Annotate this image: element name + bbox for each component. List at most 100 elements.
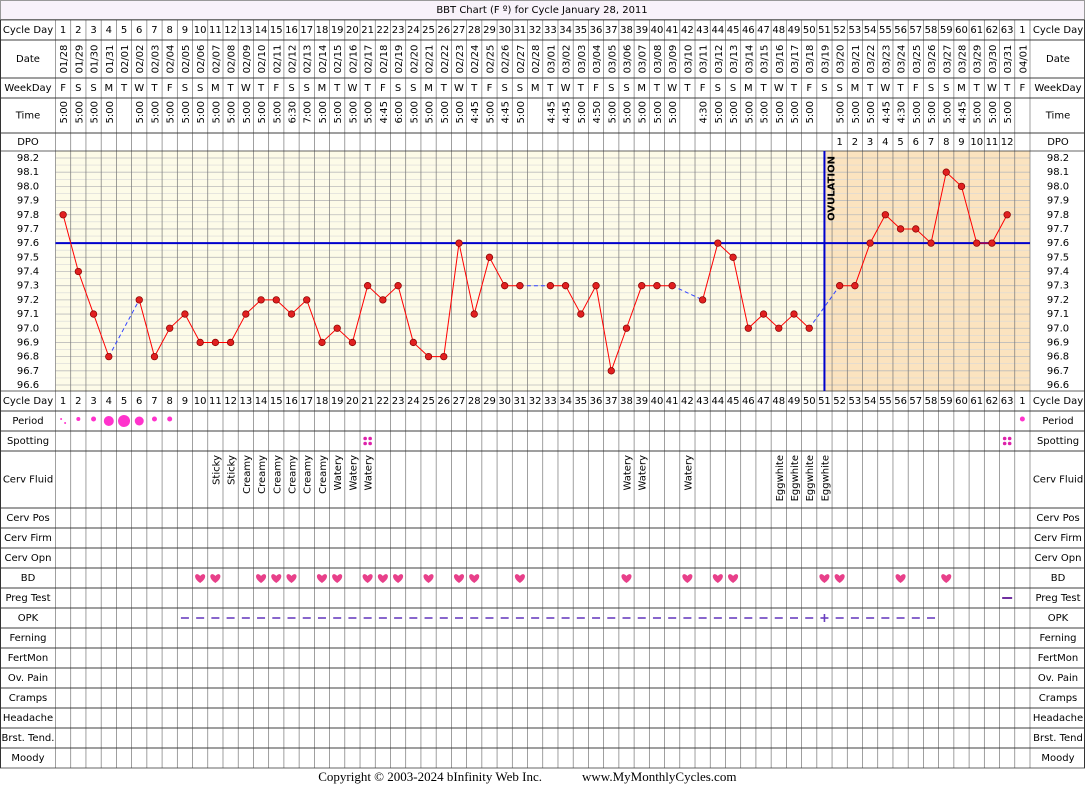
- temperature-point: [881, 211, 889, 219]
- time: 5:00: [150, 101, 161, 123]
- period-icon: [103, 416, 114, 426]
- gap-bridge: [671, 285, 703, 301]
- cycle-day: 1: [60, 25, 66, 36]
- time: 5:00: [836, 101, 847, 123]
- time: 5:00: [425, 101, 436, 123]
- temperature-point: [546, 282, 555, 290]
- temperature-point: [866, 239, 874, 247]
- time: 5:00: [942, 101, 953, 123]
- cerv-fluid: Creamy: [242, 455, 253, 494]
- temperature-point: [424, 352, 433, 361]
- temperature-point: [805, 324, 813, 332]
- cycle-day: 10: [194, 25, 207, 36]
- row-label-right: Period: [1042, 416, 1073, 427]
- weekday: M: [424, 83, 433, 94]
- time: 5:00: [135, 101, 146, 123]
- weekday: T: [759, 83, 767, 94]
- cycle-day: 11: [209, 396, 222, 407]
- y-tick-label: 98.2: [17, 153, 39, 164]
- cycle-day: 40: [651, 25, 664, 36]
- temperature-point: [89, 310, 98, 318]
- weekday: T: [897, 83, 905, 94]
- time: 5:00: [775, 101, 786, 123]
- row-label: Date: [16, 54, 40, 65]
- row-label: Ferning: [9, 633, 46, 644]
- y-tick-label-right: 97.5: [1047, 252, 1069, 263]
- date: 03/21: [851, 45, 862, 74]
- cycle-day: 12: [224, 25, 237, 36]
- row-label-right: Cerv Firm: [1034, 533, 1082, 544]
- y-tick-label: 97.5: [17, 252, 39, 263]
- cerv-fluid: Eggwhite: [790, 455, 801, 501]
- period-icon: [134, 416, 144, 426]
- cycle-day: 19: [331, 25, 344, 36]
- temperature-point: [318, 338, 326, 347]
- temperature-point: [638, 282, 646, 290]
- y-tick-label: 97.4: [17, 267, 39, 278]
- cycle-day: 41: [666, 25, 679, 36]
- cycle-day: 35: [574, 25, 587, 36]
- row-label-right: BD: [1051, 573, 1066, 584]
- weekday: F: [700, 83, 706, 94]
- date: 02/09: [242, 45, 253, 74]
- time: 5:00: [790, 101, 801, 123]
- cycle-day: 51: [818, 396, 831, 407]
- weekday: T: [653, 83, 661, 94]
- temperature-point: [912, 225, 920, 233]
- cycle-day: 33: [544, 25, 557, 36]
- date: 02/18: [379, 45, 390, 74]
- temperature-point: [348, 338, 357, 347]
- row-label-right: Moody: [1041, 753, 1074, 764]
- time: 4:45: [379, 101, 390, 123]
- weekday: S: [75, 83, 81, 94]
- weekday: S: [502, 83, 508, 94]
- cycle-day: 15: [270, 396, 283, 407]
- row-label: DPO: [17, 137, 39, 148]
- y-tick-label-right: 97.0: [1047, 323, 1069, 334]
- cycle-day: 39: [635, 25, 648, 36]
- cycle-day: 9: [182, 396, 188, 407]
- cycle-day: 26: [437, 25, 450, 36]
- weekday: T: [973, 83, 981, 94]
- temperature-point: [135, 296, 143, 304]
- weekday: T: [364, 83, 372, 94]
- period-icon: [76, 417, 81, 421]
- cerv-fluid: Sticky: [227, 455, 238, 485]
- weekday: W: [561, 83, 571, 94]
- cycle-day: 61: [970, 25, 983, 36]
- cycle-day: 34: [559, 25, 572, 36]
- temperature-point: [272, 296, 280, 304]
- date: 03/10: [683, 45, 694, 74]
- bd-heart: [819, 574, 830, 583]
- time: 5:00: [440, 101, 451, 123]
- y-tick-label-right: 97.2: [1047, 295, 1069, 306]
- row-label-right: Cramps: [1039, 693, 1078, 704]
- weekday: S: [304, 83, 310, 94]
- date: 03/20: [836, 45, 847, 74]
- time: 4:45: [957, 101, 968, 123]
- date: 02/04: [166, 45, 177, 74]
- bd-heart: [621, 574, 632, 583]
- cycle-day: 60: [955, 396, 968, 407]
- spotting-icon: [368, 436, 372, 441]
- time: 4:30: [699, 101, 710, 123]
- weekday: S: [182, 83, 188, 94]
- y-tick-label-right: 97.3: [1047, 281, 1069, 292]
- temperature-point: [1003, 211, 1011, 219]
- time: 5:00: [272, 101, 283, 123]
- luteal-shading: [824, 151, 1030, 391]
- dpo: 2: [852, 137, 858, 148]
- cycle-day: 56: [894, 25, 907, 36]
- bd-heart: [453, 574, 465, 583]
- cycle-day: 14: [255, 25, 268, 36]
- time: 5:00: [105, 101, 116, 123]
- cycle-day: 9: [182, 25, 188, 36]
- row-label-right: Ov. Pain: [1038, 673, 1078, 684]
- row-label: Period: [12, 416, 43, 427]
- bd-heart: [682, 574, 693, 583]
- weekday: T: [577, 83, 585, 94]
- bd-heart: [469, 574, 480, 583]
- time: 5:00: [59, 101, 70, 123]
- date: 03/09: [668, 45, 679, 74]
- dpo: 7: [928, 137, 934, 148]
